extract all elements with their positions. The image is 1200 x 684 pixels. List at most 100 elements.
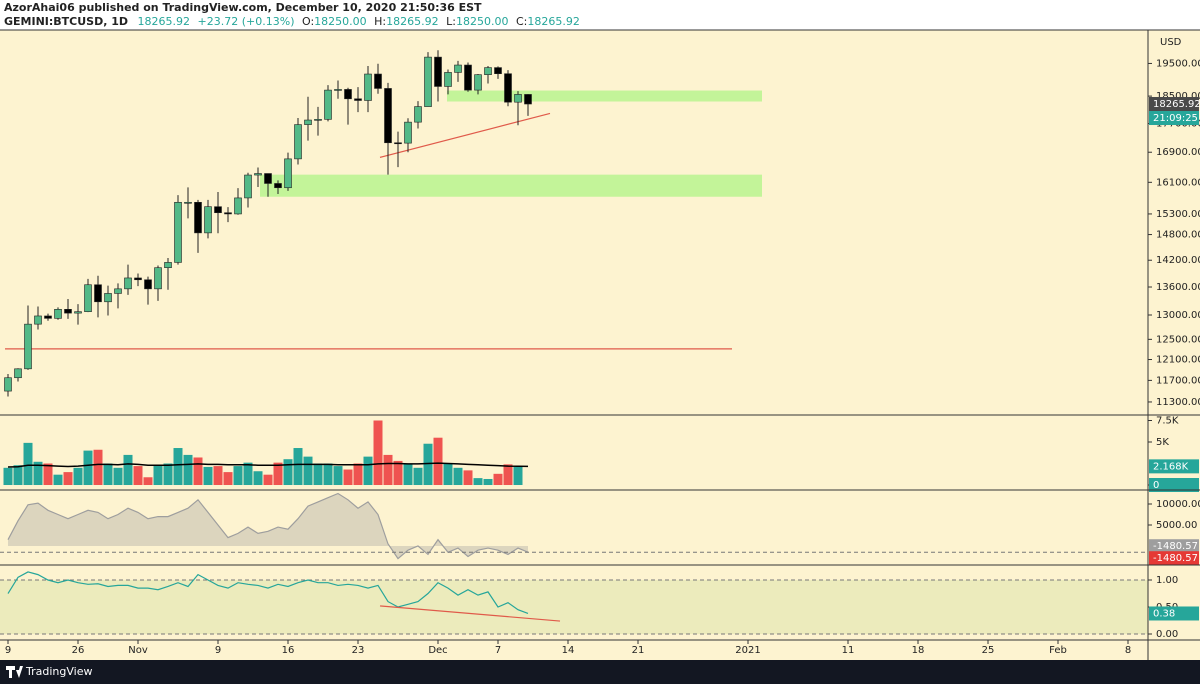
volume-bar (213, 466, 223, 486)
volume-bar (93, 449, 103, 486)
candle-body (424, 56, 432, 107)
candle-body (444, 72, 452, 87)
volume-bar (383, 454, 393, 486)
candle-body (174, 201, 182, 263)
y-tick-label: 16100.00 (1156, 177, 1200, 188)
candle-body (194, 201, 202, 234)
x-tick-label: 16 (282, 645, 295, 656)
candle-body (334, 89, 342, 91)
volume-bar (313, 463, 323, 486)
volume-bar (33, 461, 43, 486)
volume-bar (23, 442, 33, 486)
volume-bar (403, 464, 413, 486)
band (0, 580, 1148, 635)
candle-body (164, 262, 172, 269)
x-tick-label: 8 (1125, 645, 1131, 656)
x-tick-label: Feb (1049, 645, 1067, 656)
candle-body (124, 277, 132, 290)
candle-body (484, 67, 492, 75)
volume-bar (363, 456, 373, 486)
volume-bar (143, 477, 153, 486)
candle-body (294, 124, 302, 160)
level-value-box (1149, 539, 1199, 554)
volume-bar (323, 463, 333, 486)
x-tick-label: 9 (215, 645, 221, 656)
currency: USD (1160, 37, 1182, 48)
volume-bar (353, 463, 363, 486)
volume-bar (203, 466, 213, 486)
volume-bar (343, 469, 353, 486)
volume-bar (493, 473, 503, 486)
candle-body (494, 67, 502, 75)
pane (0, 492, 1148, 560)
volume-bar (443, 463, 453, 486)
candle-body (364, 73, 372, 101)
candle-body (514, 94, 522, 103)
pane (4, 50, 762, 397)
y-tick-label: 12500.00 (1156, 334, 1200, 345)
candle-body (324, 89, 332, 120)
volume-value: 0 (1153, 480, 1159, 491)
h: 18265.92 (386, 15, 439, 28)
volume-bar (373, 420, 383, 486)
candle-body (54, 309, 62, 319)
volume-bar (513, 466, 523, 486)
x-tick-label: 14 (562, 645, 575, 656)
c-label: C: (516, 15, 527, 28)
change: +23.72 (+0.13%) (198, 15, 295, 28)
ma-value-box (1149, 459, 1199, 474)
volume-bar (483, 478, 493, 486)
candle-body (254, 173, 262, 176)
y-tick-label: 1.00 (1156, 575, 1178, 586)
o-label: O: (302, 15, 314, 28)
x-tick-label: 7 (495, 645, 501, 656)
countdown: 21:09:25 (1153, 113, 1198, 124)
volume-bar (233, 466, 243, 486)
volume-bar (153, 465, 163, 486)
candle-body (184, 201, 192, 204)
y-tick-label: 15300.00 (1156, 209, 1200, 220)
volume-bar (113, 467, 123, 486)
y-tick-label: 0.00 (1156, 629, 1178, 640)
candle-body (94, 284, 102, 303)
y-tick-label: 13000.00 (1156, 310, 1200, 321)
volume-bar (333, 466, 343, 486)
countdown-box (1149, 111, 1199, 126)
volume-bar (273, 462, 283, 486)
pane (3, 420, 529, 486)
volume-bar (103, 463, 113, 486)
candle-body (24, 323, 32, 370)
h-label: H: (374, 15, 386, 28)
l: 18250.00 (456, 15, 509, 28)
candle-body (354, 98, 362, 101)
obv-value-box (1149, 551, 1199, 566)
volume-bar (63, 472, 73, 486)
x-tick-label: 23 (352, 645, 365, 656)
candle-body (474, 74, 482, 91)
volume-bar (53, 474, 63, 486)
candle-body (134, 277, 142, 281)
y-tick-label: 5K (1156, 437, 1169, 448)
y-tick-label: 7.5K (1156, 416, 1179, 427)
volume-bar (393, 460, 403, 486)
x-tick-label: 11 (842, 645, 855, 656)
candle-body (84, 284, 92, 312)
last: 18265.92 (138, 15, 191, 28)
pane (0, 571, 1148, 635)
y-tick-label: 14200.00 (1156, 255, 1200, 266)
rsi-value-box (1149, 606, 1199, 621)
logo (6, 666, 23, 678)
l-label: L: (446, 15, 456, 28)
y-tick-label: 11700.00 (1156, 375, 1200, 386)
volume-bar (193, 457, 203, 486)
y-tick-label: 14800.00 (1156, 230, 1200, 241)
x-tick-label: 9 (5, 645, 11, 656)
symbol: GEMINI:BTCUSD, 1D (4, 15, 128, 28)
candle-body (4, 377, 12, 392)
candle-body (64, 309, 72, 314)
candle-body (454, 64, 462, 73)
volume-bar (83, 450, 93, 486)
candle-body (314, 119, 322, 121)
